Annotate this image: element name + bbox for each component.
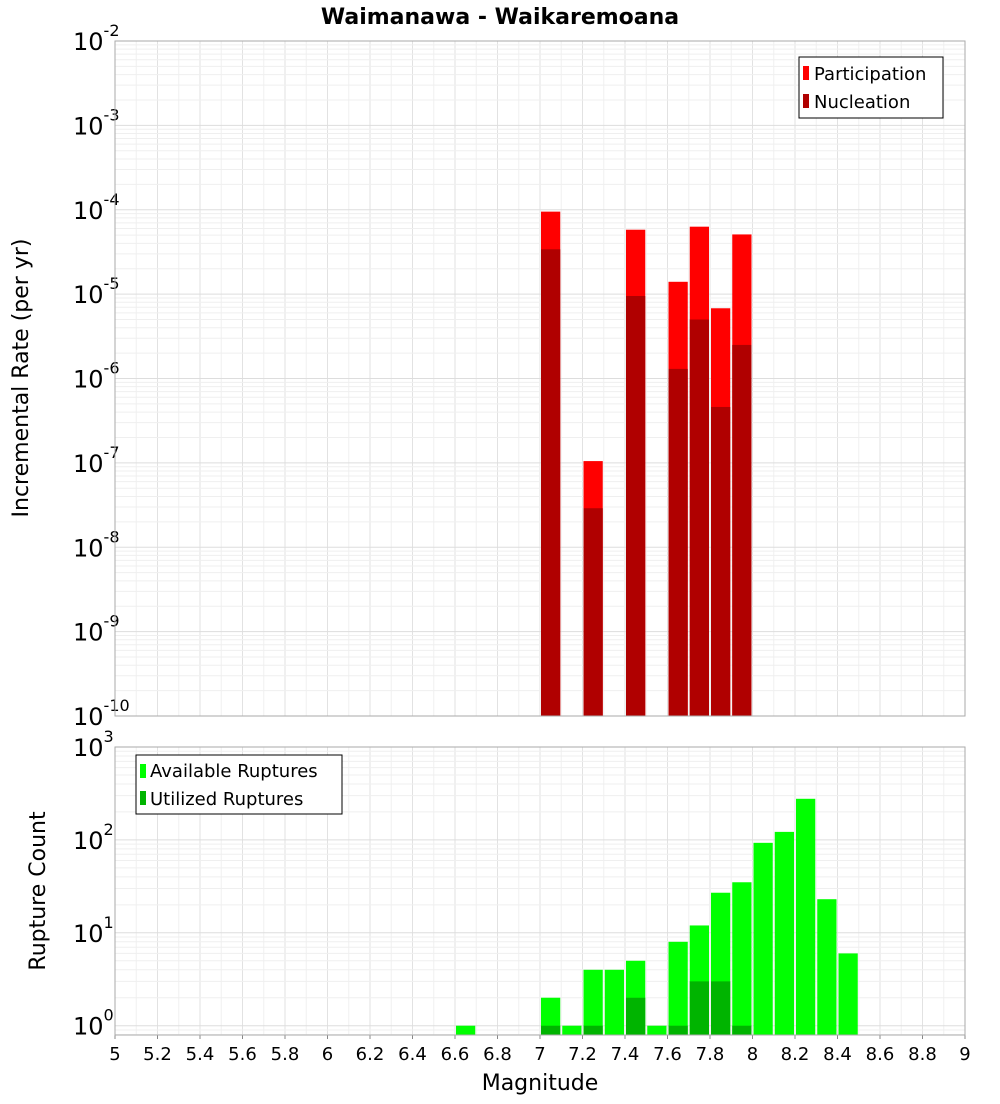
count-plot-frame [114, 746, 966, 1036]
available-ruptures-bar [456, 1025, 476, 1035]
rate-y-tick-label: 10-4 [73, 190, 120, 225]
count-y-ticks: 100 101 102 103 [73, 727, 114, 1041]
x-tick-label: 6.6 [441, 1044, 470, 1065]
nucleation-bar [583, 508, 603, 716]
available-ruptures-bar [668, 941, 688, 1035]
rate-y-ticks: 10-10 10-9 10-8 10-7 10-6 10-5 10-4 10-3 10-2 [73, 21, 130, 731]
x-tick-label: 7.2 [568, 1044, 597, 1065]
x-tick-label: 5 [109, 1044, 120, 1065]
rate-y-tick-label: 10-6 [73, 359, 120, 394]
available-legend-label: Available Ruptures [150, 761, 318, 782]
x-tick-label: 5.4 [186, 1044, 215, 1065]
available-ruptures-bar [541, 997, 561, 1035]
rate-y-tick-label: 10-5 [73, 274, 120, 309]
nucleation-bar [626, 296, 646, 716]
available-ruptures-bar [753, 842, 773, 1035]
x-tick-label: 7.4 [611, 1044, 640, 1065]
available-ruptures-bar [562, 1025, 582, 1035]
x-tick-label: 8.8 [908, 1044, 937, 1065]
x-tick-label: 6 [322, 1044, 333, 1065]
x-tick-label: 6.4 [398, 1044, 427, 1065]
x-tick-label: 7.6 [653, 1044, 682, 1065]
available-ruptures-bar [647, 1025, 667, 1035]
x-tick-label: 6.8 [483, 1044, 512, 1065]
rate-bars [541, 211, 752, 717]
x-tick-label: 7.8 [696, 1044, 725, 1065]
nucleation-legend-swatch [803, 94, 809, 108]
rate-y-tick-label: 10-9 [73, 612, 120, 647]
x-tick-label: 6.2 [356, 1044, 385, 1065]
utilized-ruptures-bar [626, 997, 646, 1035]
available-ruptures-bar [583, 969, 603, 1035]
utilized-ruptures-bar [583, 1025, 603, 1035]
rate-panel: 10-10 10-9 10-8 10-7 10-6 10-5 10-4 10-3 10-2 In… [9, 21, 966, 731]
rate-plot-frame [114, 40, 966, 717]
x-tick-label: 8 [747, 1044, 758, 1065]
rate-legend-box [798, 56, 944, 119]
chart-title: Waimanawa - Waikaremoana [321, 5, 679, 30]
available-legend-swatch [140, 764, 146, 778]
rate-y-tick-label: 10-3 [73, 105, 120, 140]
count-y-tick-label: 103 [73, 727, 114, 762]
utilized-legend-label: Utilized Ruptures [150, 789, 303, 810]
count-y-tick-label: 101 [73, 913, 114, 948]
x-tick-label: 5.2 [143, 1044, 172, 1065]
count-panel: 100 101 102 103 5 5.2 5.4 5.6 5.8 6 6.2 6.4 6.6 6.8 7… [26, 727, 971, 1096]
count-x-ticks: 5 5.2 5.4 5.6 5.8 6 6.2 6.4 6.6 6.8 7 7.2 7.4 7.6 7.8 8… [109, 1035, 971, 1065]
x-tick-label: 7 [534, 1044, 545, 1065]
count-y-tick-label: 102 [73, 820, 114, 855]
rate-y-tick-label: 10-8 [73, 527, 120, 562]
count-y-tick-label: 100 [73, 1006, 114, 1041]
available-ruptures-bar [732, 882, 752, 1035]
available-ruptures-bar [604, 969, 624, 1035]
x-tick-label: 5.8 [271, 1044, 300, 1065]
participation-legend-label: Participation [814, 64, 926, 85]
utilized-ruptures-bar [541, 1025, 561, 1035]
rate-gridlines [114, 41, 966, 717]
x-tick-label: 8.2 [781, 1044, 810, 1065]
available-ruptures-bar [838, 953, 858, 1035]
x-tick-label: 5.6 [228, 1044, 257, 1065]
nucleation-bar [732, 344, 752, 716]
utilized-ruptures-bar [689, 981, 709, 1035]
nucleation-legend-label: Nucleation [814, 92, 910, 113]
x-axis-label: Magnitude [482, 1071, 599, 1096]
available-ruptures-bar [796, 798, 816, 1035]
count-y-axis-label: Rupture Count [26, 811, 51, 971]
available-ruptures-bar [817, 899, 837, 1035]
nucleation-bar [541, 249, 561, 716]
nucleation-bar [668, 368, 688, 716]
utilized-ruptures-bar [668, 1025, 688, 1035]
x-tick-label: 8.6 [866, 1044, 895, 1065]
rate-y-axis-label: Incremental Rate (per yr) [9, 239, 34, 518]
available-ruptures-bar [774, 831, 794, 1035]
rate-y-tick-label: 10-10 [73, 696, 130, 731]
utilized-legend-swatch [140, 791, 146, 805]
count-legend-box [135, 754, 343, 815]
count-legend: Available Ruptures Utilized Ruptures [135, 754, 343, 815]
utilized-ruptures-bar [711, 981, 731, 1035]
count-bars [456, 798, 858, 1035]
x-tick-label: 8.4 [823, 1044, 852, 1065]
participation-legend-swatch [803, 66, 809, 80]
nucleation-bar [689, 319, 709, 716]
nucleation-bar [711, 406, 731, 716]
rate-y-tick-label: 10-2 [73, 21, 120, 56]
utilized-ruptures-bar [732, 1025, 752, 1035]
rate-legend: Participation Nucleation [798, 56, 944, 119]
x-tick-label: 9 [959, 1044, 970, 1065]
rate-y-tick-label: 10-7 [73, 443, 120, 478]
